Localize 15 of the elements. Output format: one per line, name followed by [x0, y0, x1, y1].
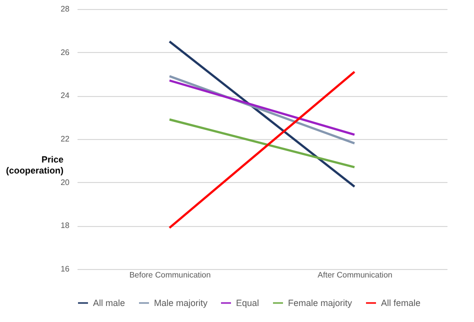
- y-tick-label: 18: [60, 221, 70, 230]
- y-tick-label: 28: [60, 4, 70, 14]
- x-tick-label: After Communication: [318, 270, 392, 280]
- y-tick-label: 16: [60, 264, 70, 274]
- y-tick-label: 24: [60, 91, 70, 100]
- legend-label: All female: [381, 298, 421, 308]
- y-tick-label: 20: [60, 178, 70, 187]
- legend-label: Equal: [236, 298, 260, 308]
- y-tick-label: 26: [60, 48, 70, 57]
- y-tick-label: 22: [60, 134, 70, 144]
- legend-label: Female majority: [288, 298, 353, 308]
- legend-label: All male: [93, 298, 126, 308]
- legend-label: Male majority: [154, 298, 208, 308]
- y-axis-title: Price (cooperation): [6, 154, 64, 176]
- x-tick-label: Before Communication: [129, 270, 211, 280]
